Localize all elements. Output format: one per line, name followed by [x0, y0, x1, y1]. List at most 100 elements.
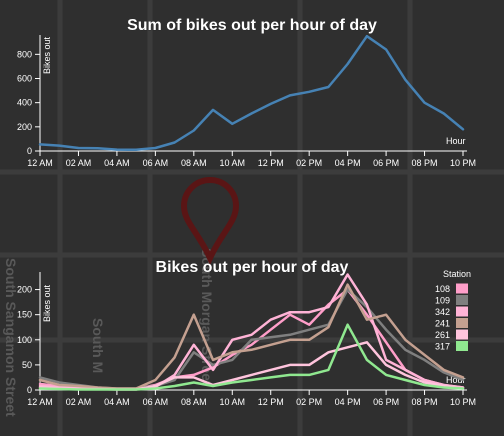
y-tick: 600: [17, 74, 40, 84]
x-tick: 12 PM: [258, 151, 284, 168]
x-tick-label: 10 AM: [220, 158, 246, 168]
x-tick: 08 PM: [412, 390, 438, 407]
y-axis-label: Bikes out: [42, 36, 52, 74]
series-line-317[interactable]: [38, 323, 465, 391]
y-tick: 200: [17, 285, 40, 295]
x-tick-label: 12 AM: [27, 397, 53, 407]
street-label: South M: [90, 318, 106, 373]
x-tick: 12 AM: [27, 151, 53, 168]
x-tick: 08 AM: [181, 151, 207, 168]
x-tick-label: 04 PM: [335, 158, 361, 168]
x-tick: 02 AM: [66, 151, 92, 168]
y-axis: 0 200 400 600 800: [17, 35, 41, 156]
legend-item[interactable]: 342: [435, 306, 468, 318]
x-tick: 08 AM: [181, 390, 207, 407]
legend-swatch: [456, 295, 468, 305]
x-tick: 12 PM: [258, 390, 284, 407]
x-tick: 06 AM: [143, 151, 169, 168]
x-tick-label: 04 AM: [104, 158, 130, 168]
y-tick-label: 200: [17, 122, 32, 132]
x-tick-label: 10 PM: [450, 397, 476, 407]
x-tick-label: 04 AM: [104, 397, 130, 407]
x-tick: 06 AM: [143, 390, 169, 407]
x-tick-label: 02 AM: [66, 158, 92, 168]
legend-title: Station: [443, 269, 471, 279]
x-tick: 06 PM: [373, 390, 399, 407]
legend-item[interactable]: 317: [435, 341, 468, 352]
legend-item[interactable]: 109: [435, 295, 468, 306]
y-tick: 200: [17, 122, 40, 132]
x-tick-label: 02 AM: [66, 397, 92, 407]
y-tick-label: 600: [17, 74, 32, 84]
x-tick: 02 PM: [296, 390, 322, 407]
y-tick-label: 0: [27, 385, 32, 395]
x-tick: 02 AM: [66, 390, 92, 407]
x-tick: 04 AM: [104, 151, 130, 168]
x-tick-label: 06 AM: [143, 397, 169, 407]
x-tick-label: 04 PM: [335, 397, 361, 407]
y-tick-label: 100: [17, 335, 32, 345]
x-tick: 10 PM: [450, 390, 476, 407]
x-axis-label: Hour: [446, 136, 466, 146]
legend-label: 109: [435, 296, 450, 306]
x-tick-label: 06 AM: [143, 158, 169, 168]
x-tick: 10 AM: [220, 390, 246, 407]
y-tick: 400: [17, 98, 40, 108]
legend-item[interactable]: 261: [435, 329, 468, 341]
y-tick-label: 800: [17, 49, 32, 59]
y-axis: 0 50 100 150 200: [17, 272, 41, 395]
chart-title: Bikes out per hour of day: [156, 259, 349, 276]
x-tick-label: 02 PM: [296, 397, 322, 407]
x-tick-label: 08 PM: [412, 397, 438, 407]
x-tick-label: 10 PM: [450, 158, 476, 168]
x-tick-label: 02 PM: [296, 158, 322, 168]
x-tick: 02 PM: [296, 151, 322, 168]
legend-label: 241: [435, 319, 450, 329]
y-tick: 50: [22, 360, 40, 370]
x-tick: 04 PM: [335, 390, 361, 407]
chart-title: Sum of bikes out per hour of day: [127, 17, 377, 34]
series-line-total[interactable]: [38, 34, 465, 152]
y-tick-label: 150: [17, 310, 32, 320]
y-tick: 100: [17, 335, 40, 345]
y-tick-label: 200: [17, 285, 32, 295]
street-label: South Morgan Street: [199, 248, 215, 386]
x-tick-label: 08 PM: [412, 158, 438, 168]
x-tick-label: 12 PM: [258, 158, 284, 168]
x-tick: 04 AM: [104, 390, 130, 407]
y-tick: 0: [27, 146, 40, 156]
legend-item[interactable]: 108: [435, 283, 468, 295]
legend-label: 342: [435, 307, 450, 317]
x-tick: 08 PM: [412, 151, 438, 168]
x-tick-label: 12 PM: [258, 397, 284, 407]
x-tick-label: 08 AM: [181, 158, 207, 168]
legend-swatch: [456, 341, 468, 351]
total-bikes-chart: Sum of bikes out per hour of day Bikes o…: [17, 17, 476, 168]
series-lines: [38, 273, 465, 391]
legend-item[interactable]: 241: [435, 318, 468, 329]
legend-label: 317: [435, 342, 450, 352]
x-tick: 06 PM: [373, 151, 399, 168]
x-tick-label: 06 PM: [373, 397, 399, 407]
x-tick: 04 PM: [335, 151, 361, 168]
street-label: South Sangamon Street: [3, 258, 19, 417]
y-tick: 150: [17, 310, 40, 320]
y-tick-label: 400: [17, 98, 32, 108]
x-tick-label: 06 PM: [373, 158, 399, 168]
legend-swatch: [456, 283, 468, 294]
y-axis-label: Bikes out: [42, 284, 52, 322]
x-tick: 10 PM: [450, 151, 476, 168]
legend-swatch: [456, 329, 468, 340]
x-tick-label: 12 AM: [27, 158, 53, 168]
legend-label: 261: [435, 330, 450, 340]
series-lines: [38, 34, 465, 152]
x-tick-label: 10 AM: [220, 397, 246, 407]
x-tick-label: 08 AM: [181, 397, 207, 407]
x-tick: 12 AM: [27, 390, 53, 407]
map-pin-icon[interactable]: [180, 177, 240, 266]
x-axis-label: Hour: [446, 375, 466, 385]
station-bikes-chart: Bikes out per hour of day Bikes out Hour…: [17, 259, 476, 407]
